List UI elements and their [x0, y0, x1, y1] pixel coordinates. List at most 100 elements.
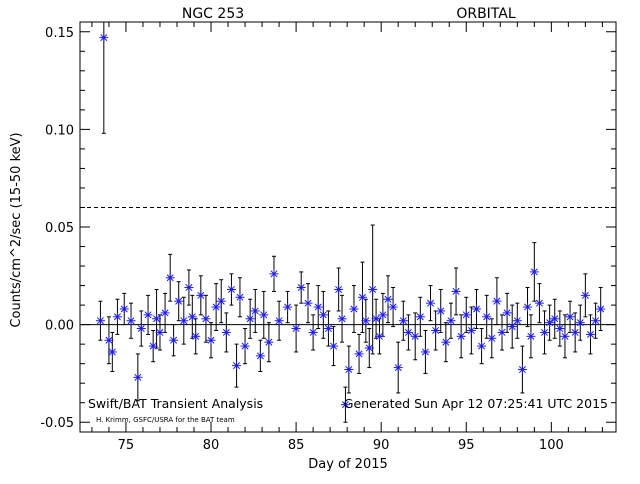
- data-point: [585, 329, 595, 339]
- marker-stroke: [462, 311, 470, 319]
- data-point: [349, 304, 359, 314]
- data-point: [152, 314, 162, 324]
- data-point: [487, 333, 497, 343]
- data-point: [596, 304, 606, 314]
- marker-stroke: [113, 313, 121, 321]
- data-point: [126, 316, 136, 326]
- x-tick-label: 90: [373, 438, 390, 453]
- marker-stroke: [411, 332, 419, 340]
- data-point: [191, 331, 201, 341]
- y-tick-label: 0.05: [45, 221, 74, 236]
- generated-timestamp: Generated Sun Apr 12 07:25:41 UTC 2015: [344, 396, 608, 411]
- data-point: [436, 306, 446, 316]
- data-point: [255, 351, 265, 361]
- data-point: [393, 363, 403, 373]
- marker-stroke: [432, 326, 440, 334]
- marker-stroke: [222, 328, 230, 336]
- marker-stroke: [120, 305, 128, 313]
- marker-stroke: [518, 366, 526, 374]
- data-point: [368, 284, 378, 294]
- x-tick-label: 100: [539, 438, 564, 453]
- y-tick-label: 0.00: [45, 319, 74, 334]
- data-point: [250, 306, 260, 316]
- x-tick-label: 85: [288, 438, 305, 453]
- data-point: [497, 327, 507, 337]
- data-point: [512, 316, 522, 326]
- marker-stroke: [180, 317, 188, 325]
- data-point: [259, 310, 269, 320]
- x-tick-label: 80: [203, 438, 220, 453]
- marker-stroke: [345, 366, 353, 374]
- data-point: [461, 310, 471, 320]
- data-point: [364, 343, 374, 353]
- marker-stroke: [265, 338, 273, 346]
- marker-stroke: [330, 342, 338, 350]
- data-point: [471, 304, 481, 314]
- data-point: [526, 331, 536, 341]
- marker-stroke: [571, 328, 579, 336]
- marker-stroke: [437, 307, 445, 315]
- data-point: [565, 312, 575, 322]
- data-point: [216, 296, 226, 306]
- marker-stroke: [416, 313, 424, 321]
- marker-stroke: [535, 299, 543, 307]
- marker-stroke: [597, 305, 605, 313]
- data-point: [155, 327, 165, 337]
- data-point: [555, 324, 565, 334]
- marker-stroke: [362, 317, 370, 325]
- marker-stroke: [188, 313, 196, 321]
- data-point: [441, 337, 451, 347]
- marker-stroke: [452, 287, 460, 295]
- data-point: [313, 302, 323, 312]
- credit-label: H. Krimm, GSFC/USRA for the BAT team: [96, 416, 235, 424]
- marker-stroke: [175, 297, 183, 305]
- x-tick-label: 95: [458, 438, 475, 453]
- marker-stroke: [202, 315, 210, 323]
- data-point: [420, 347, 430, 357]
- marker-stroke: [166, 274, 174, 282]
- y-tick-label: -0.05: [40, 416, 74, 431]
- marker-stroke: [394, 364, 402, 372]
- data-point: [337, 314, 347, 324]
- data-point: [361, 316, 371, 326]
- data-point: [174, 296, 184, 306]
- marker-stroke: [207, 336, 215, 344]
- marker-stroke: [488, 334, 496, 342]
- marker-stroke: [478, 342, 486, 350]
- marker-stroke: [197, 291, 205, 299]
- marker-stroke: [467, 326, 475, 334]
- data-point: [211, 302, 221, 312]
- data-point: [451, 286, 461, 296]
- data-point: [95, 316, 105, 326]
- data-point: [201, 314, 211, 324]
- data-point: [291, 324, 301, 334]
- marker-stroke: [442, 338, 450, 346]
- marker-stroke: [341, 401, 349, 409]
- marker-stroke: [338, 315, 346, 323]
- marker-stroke: [513, 317, 521, 325]
- marker-stroke: [586, 330, 594, 338]
- data-point: [540, 327, 550, 337]
- data-point: [165, 273, 175, 283]
- data-point: [160, 308, 170, 318]
- marker-stroke: [375, 332, 383, 340]
- error-bars: [98, 22, 603, 423]
- marker-stroke: [170, 336, 178, 344]
- data-point: [329, 341, 339, 351]
- data-point: [206, 335, 216, 345]
- marker-stroke: [447, 317, 455, 325]
- marker-stroke: [399, 317, 407, 325]
- source-name: NGC 253: [182, 6, 244, 22]
- data-point: [502, 308, 512, 318]
- y-tick-label: 0.15: [45, 26, 74, 41]
- marker-stroke: [134, 373, 142, 381]
- data-point: [426, 298, 436, 308]
- marker-stroke: [108, 348, 116, 356]
- data-point: [374, 331, 384, 341]
- data-point: [517, 365, 527, 375]
- marker-stroke: [241, 342, 249, 350]
- marker-stroke: [421, 348, 429, 356]
- marker-stroke: [185, 284, 193, 292]
- marker-stroke: [275, 317, 283, 325]
